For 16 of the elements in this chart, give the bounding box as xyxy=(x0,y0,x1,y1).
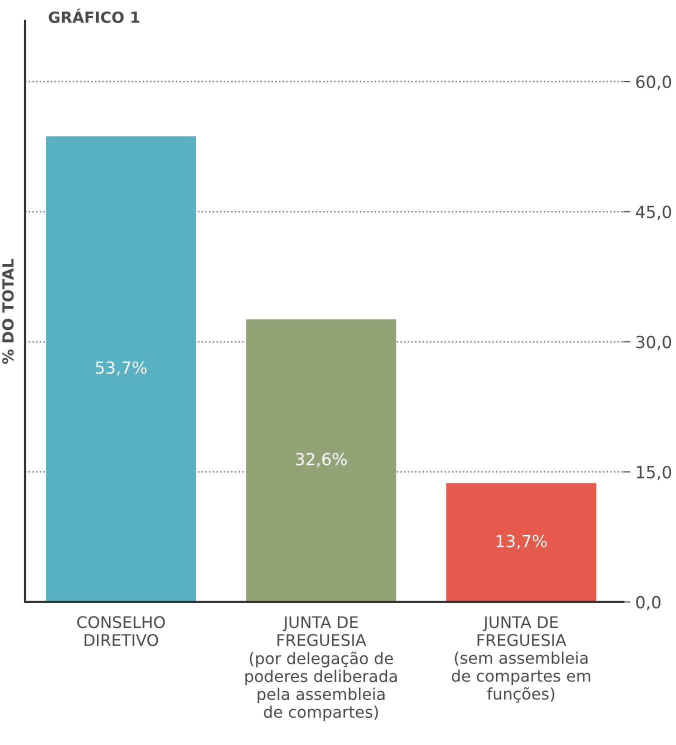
bar xyxy=(446,483,596,602)
y-tick-label: 60,0 xyxy=(636,76,672,90)
data-label: 32,6% xyxy=(296,452,347,468)
y-tick-label: 15,0 xyxy=(636,466,672,480)
data-label: 13,7% xyxy=(496,534,547,550)
x-tick-label: JUNTA DE FREGUESIA (sem assembleia de compartes em funções) xyxy=(452,616,590,703)
x-tick-label: JUNTA DE FREGUESIA (por delegação de poderes deliberada pela assembleia de compartes) xyxy=(245,616,397,722)
y-tick-label: 45,0 xyxy=(636,206,672,220)
y-axis-title: % DO TOTAL xyxy=(2,258,14,364)
x-tick-label: CONSELHO DIRETIVO xyxy=(77,616,165,646)
bar xyxy=(246,319,396,602)
chart-title: GRÁFICO 1 xyxy=(48,8,140,23)
data-label: 53,7% xyxy=(96,361,147,376)
y-tick-label: 0,0 xyxy=(636,596,660,610)
y-tick-label: 30,0 xyxy=(636,336,672,350)
bar xyxy=(46,136,196,602)
